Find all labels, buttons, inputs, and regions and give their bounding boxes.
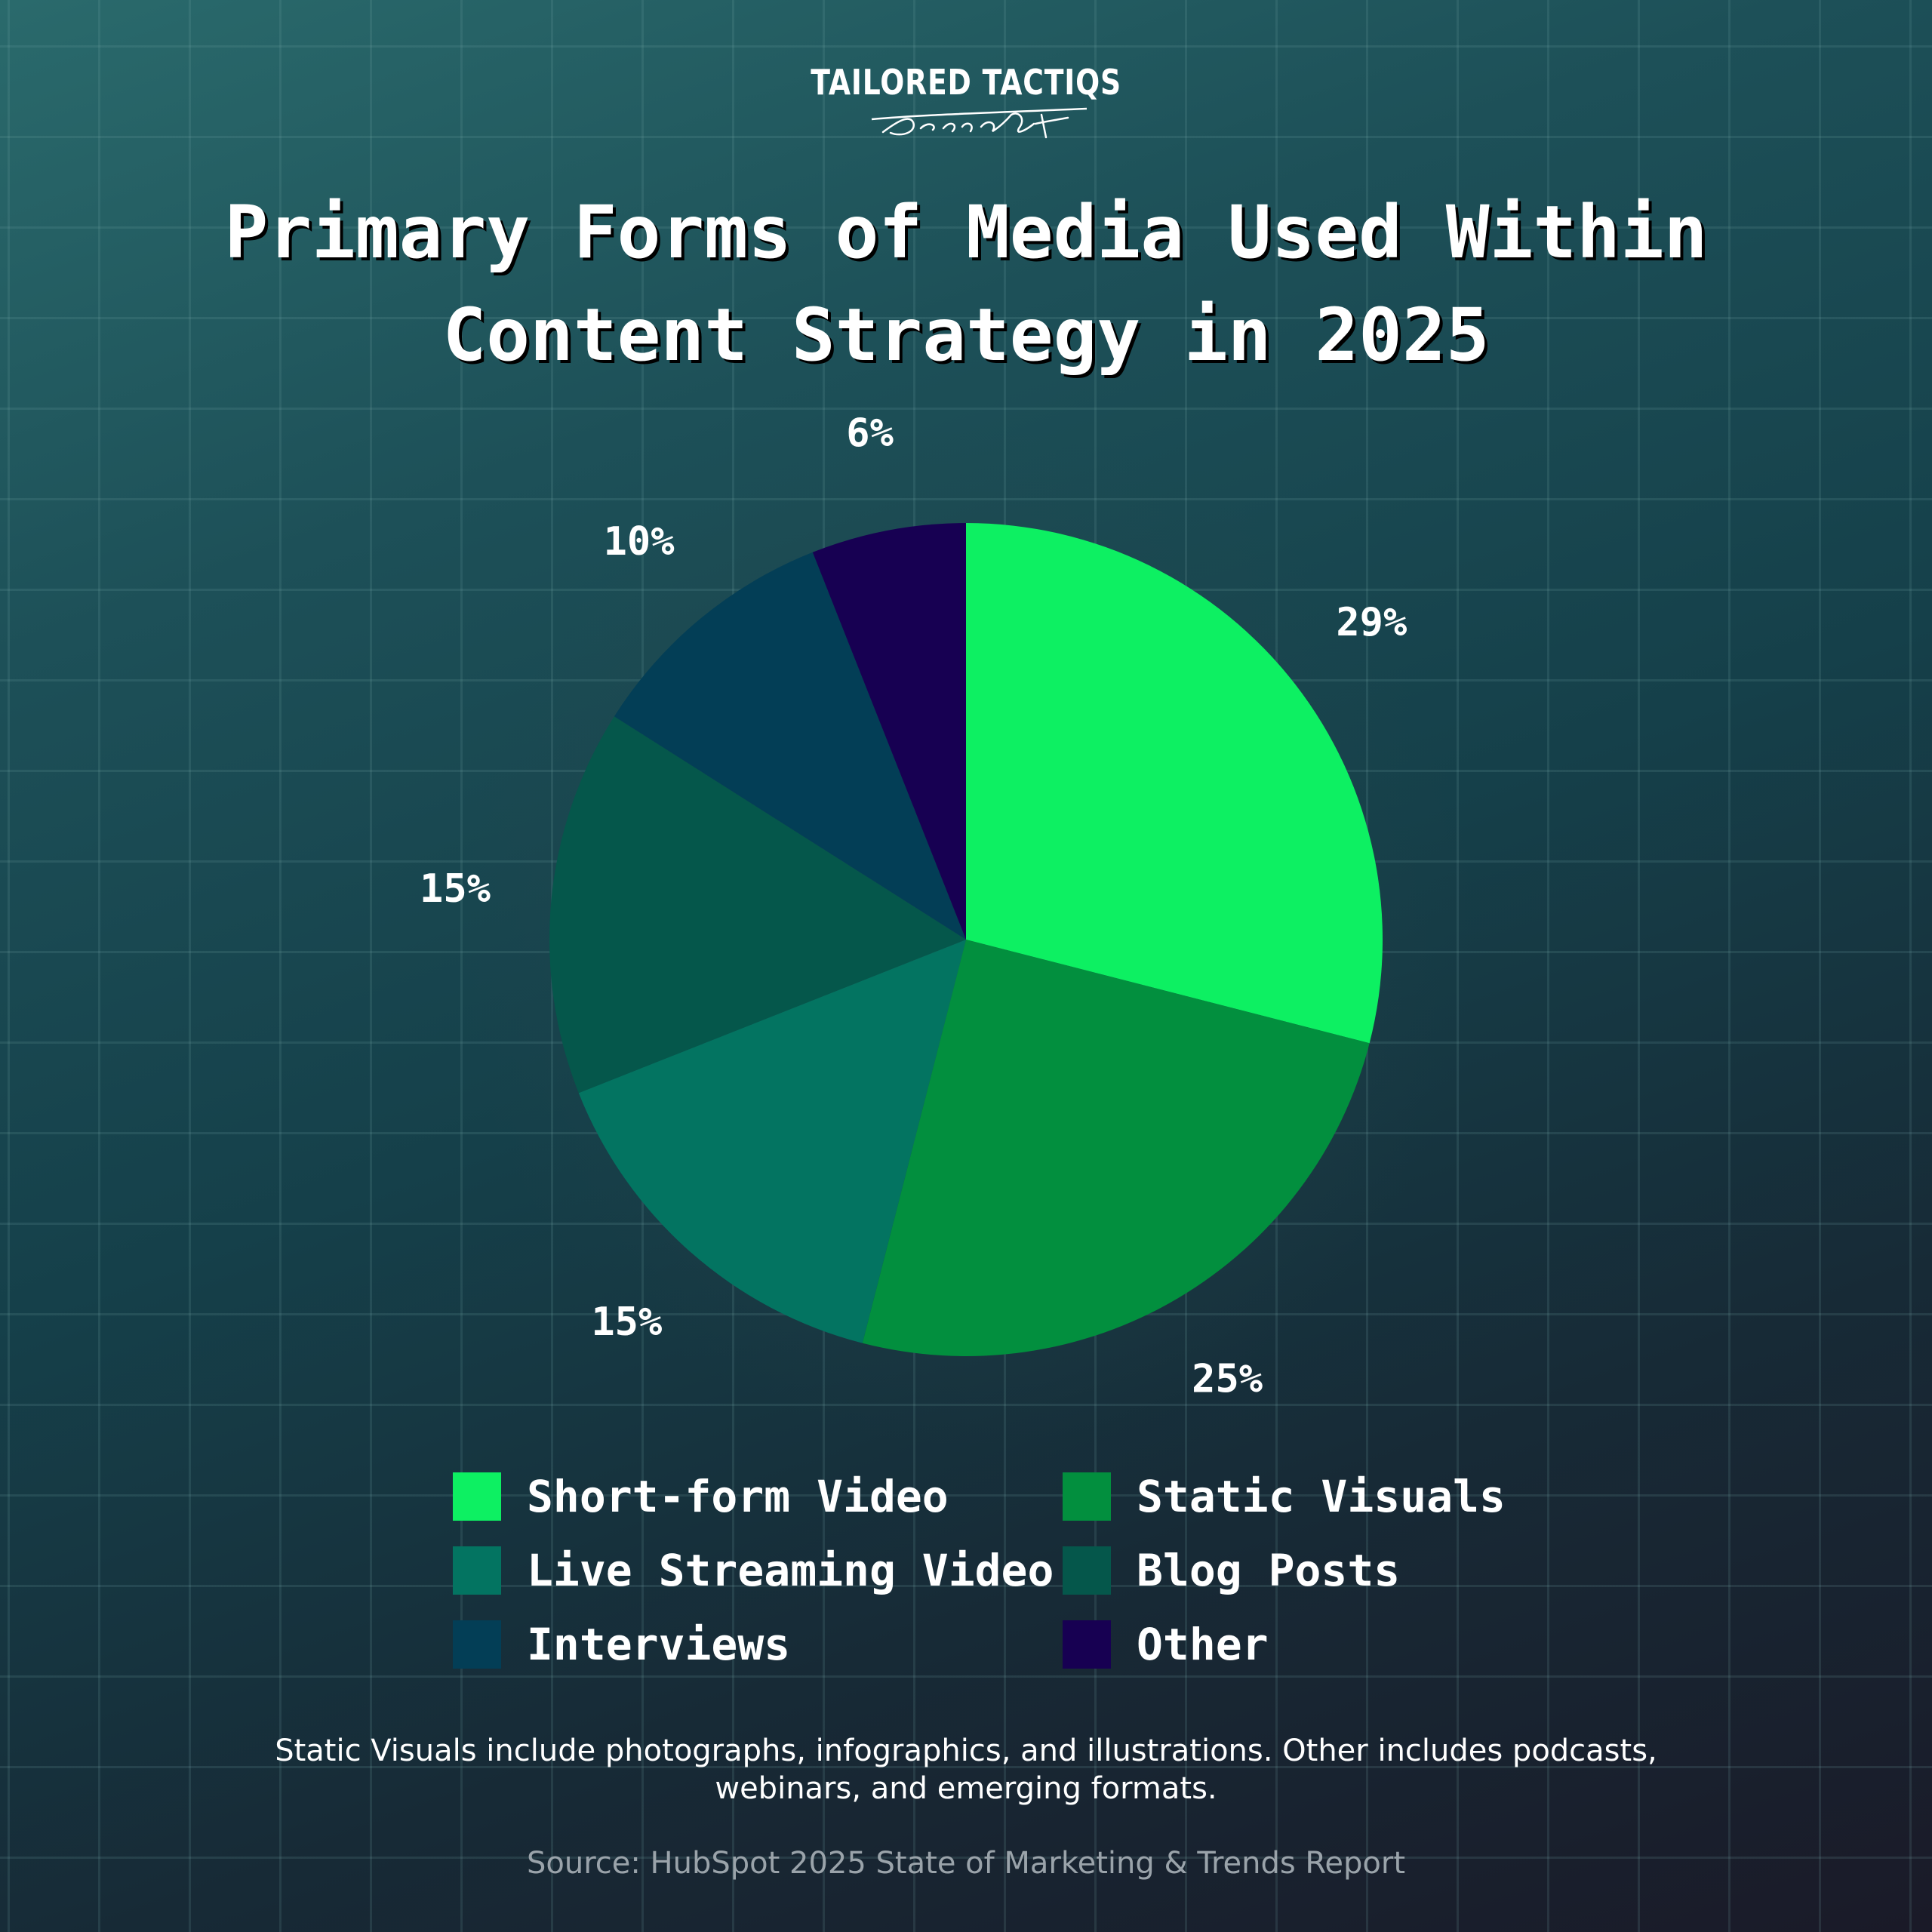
chart-title: Primary Forms of Media Used Within Conte…	[0, 181, 1932, 386]
pie-slice-label: 25%	[1192, 1356, 1263, 1401]
legend-item-blog-posts: Blog Posts	[1063, 1545, 1509, 1596]
legend-item-short-form-video: Short-form Video	[453, 1471, 1063, 1522]
pie-slice-interviews	[614, 552, 966, 940]
chart-title-line-2: Content Strategy in 2025	[442, 293, 1490, 377]
pie-slice-live-streaming-video	[578, 940, 966, 1343]
legend-label: Interviews	[527, 1619, 791, 1670]
pie-slice-label: 15%	[591, 1300, 662, 1345]
legend-item-other: Other	[1063, 1619, 1509, 1670]
legend-swatch	[453, 1620, 501, 1669]
brand-logo: TAILORED TACTIQS	[0, 62, 1932, 103]
legend-swatch	[1063, 1546, 1111, 1595]
legend-label: Static Visuals	[1137, 1471, 1506, 1522]
pie-chart: 29% 25% 15% 15% 10% 6%	[420, 411, 1407, 1401]
legend-swatch	[1063, 1472, 1111, 1521]
legend-swatch	[453, 1472, 501, 1521]
chart-legend: Short-form Video Static Visuals Live Str…	[453, 1471, 1509, 1670]
legend-label: Short-form Video	[527, 1471, 949, 1522]
legend-label: Live Streaming Video	[527, 1545, 1054, 1596]
footnote: Static Visuals include photographs, info…	[275, 1734, 1657, 1806]
source-citation: Source: HubSpot 2025 State of Marketing …	[526, 1846, 1406, 1881]
legend-label: Blog Posts	[1137, 1545, 1401, 1596]
pie-slice-static-visuals	[862, 940, 1370, 1357]
brand-name: TAILORED TACTIQS	[811, 62, 1121, 103]
legend-item-interviews: Interviews	[453, 1619, 1063, 1670]
pie-slice-label: 10%	[604, 519, 675, 565]
legend-label: Other	[1137, 1619, 1269, 1670]
legend-swatch	[1063, 1620, 1111, 1669]
pie-slice-label: 29%	[1336, 600, 1407, 645]
pie-slice-other	[812, 523, 966, 940]
legend-item-live-streaming-video: Live Streaming Video	[453, 1545, 1063, 1596]
signature-mark	[871, 107, 1088, 139]
pie-slice-short-form-video	[966, 523, 1383, 1044]
legend-swatch	[453, 1546, 501, 1595]
chart-title-line-1: Primary Forms of Media Used Within	[224, 190, 1708, 275]
pie-slice-label: 15%	[420, 866, 491, 912]
legend-item-static-visuals: Static Visuals	[1063, 1471, 1509, 1522]
pie-slice-label: 6%	[846, 411, 894, 456]
pie-slice-blog-posts	[549, 716, 966, 1094]
